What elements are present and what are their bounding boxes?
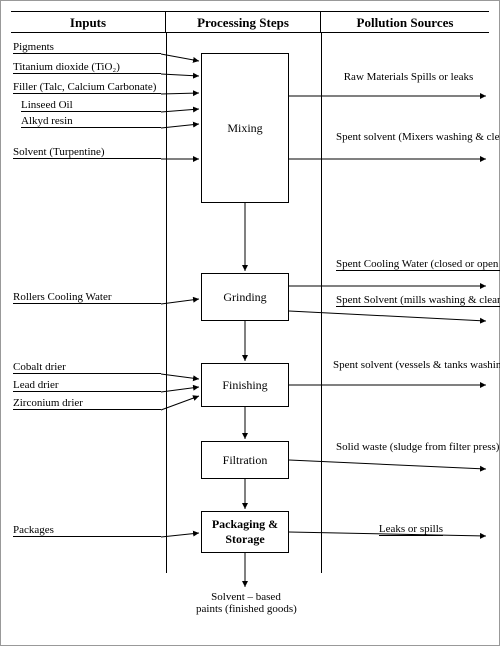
- output-spent-cooling: Spent Cooling Water (closed or open circ…: [336, 258, 486, 271]
- output-spent-mixer-text: Spent solvent (Mixers washing & cleaning…: [336, 131, 500, 143]
- input-cobalt: Cobalt drier: [13, 361, 161, 374]
- box-packaging: Packaging & Storage: [201, 511, 289, 553]
- input-filler: Filler (Talc, Calcium Carbonate): [13, 81, 161, 94]
- output-leaks: Leaks or spills: [346, 523, 476, 536]
- output-spent-vessels: Spent solvent (vessels & tanks washing o…: [333, 359, 488, 371]
- output-solid-waste: Solid waste (sludge from filter press): [336, 441, 486, 453]
- final-output: Solvent – based paints (finished goods): [196, 591, 296, 615]
- col-divider-2: [321, 33, 322, 573]
- header-inputs: Inputs: [11, 12, 166, 32]
- output-solid-waste-text: Solid waste (sludge from filter press): [336, 441, 499, 453]
- input-linseed: Linseed Oil: [21, 99, 161, 112]
- input-solvent: Solvent (Turpentine): [13, 146, 161, 159]
- output-spent-cooling-text: Spent Cooling Water (closed or open circ…: [336, 258, 500, 271]
- box-finishing: Finishing: [201, 363, 289, 407]
- col-divider-1: [166, 33, 167, 573]
- output-raw-spills: Raw Materials Spills or leaks: [336, 71, 481, 83]
- input-rollers: Rollers Cooling Water: [13, 291, 161, 304]
- input-tio2: Titanium dioxide (TiO₂): [13, 61, 161, 74]
- output-spent-mills-text: Spent Solvent (mills washing & cleaning): [336, 294, 500, 307]
- output-raw-spills-text: Raw Materials Spills or leaks: [344, 71, 474, 83]
- header-pollution: Pollution Sources: [321, 12, 489, 32]
- final-output-line2: paints (finished goods): [196, 603, 296, 615]
- box-mixing: Mixing: [201, 53, 289, 203]
- input-packages: Packages: [13, 524, 161, 537]
- header-row: Inputs Processing Steps Pollution Source…: [11, 11, 489, 33]
- output-spent-vessels-text: Spent solvent (vessels & tanks washing o…: [333, 359, 500, 371]
- output-leaks-text: Leaks or spills: [379, 523, 443, 536]
- input-pigments: Pigments: [13, 41, 161, 54]
- input-alkyd: Alkyd resin: [21, 115, 161, 128]
- final-output-line1: Solvent – based: [196, 591, 296, 603]
- box-grinding: Grinding: [201, 273, 289, 321]
- input-zirconium: Zirconium drier: [13, 397, 161, 410]
- diagram-page: Inputs Processing Steps Pollution Source…: [0, 0, 500, 646]
- input-lead: Lead drier: [13, 379, 161, 392]
- output-spent-mills: Spent Solvent (mills washing & cleaning): [336, 294, 486, 307]
- box-filtration: Filtration: [201, 441, 289, 479]
- output-spent-mixer: Spent solvent (Mixers washing & cleaning…: [336, 131, 481, 143]
- header-processing: Processing Steps: [166, 12, 321, 32]
